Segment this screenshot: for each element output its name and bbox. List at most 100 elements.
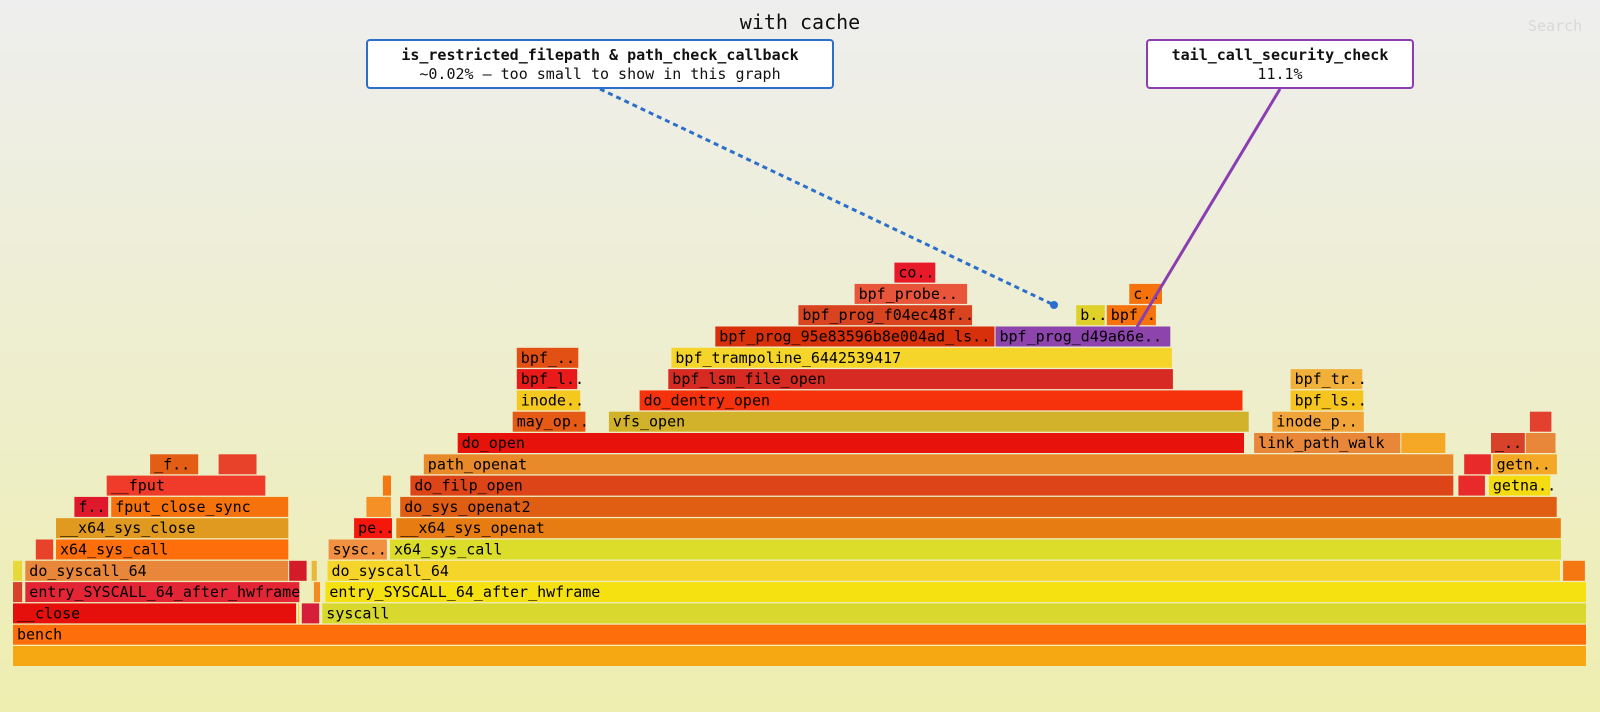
flame-frame-label: bpf_prog_95e83596b8e004ad_ls.. — [719, 328, 990, 346]
flame-frame-label: do_open — [462, 434, 525, 452]
flame-frame-label: link_path_walk — [1258, 434, 1384, 452]
flame-frame[interactable]: path_openat — [423, 454, 1454, 475]
flame-frame-label: entry_SYSCALL_64_after_hwframe — [329, 583, 600, 601]
flame-frame[interactable]: inode.. — [516, 390, 584, 411]
flame-frame-label: bpf_prog_d49a66e.. — [1000, 328, 1163, 346]
flame-frame[interactable]: do_syscall_64 — [327, 560, 1561, 581]
flame-frame[interactable]: entry_SYSCALL_64_after_hwframe — [325, 582, 1586, 603]
flame-frame[interactable] — [13, 582, 23, 603]
flame-frame-label: do_sys_openat2 — [404, 498, 530, 516]
flame-frame[interactable]: x64_sys_call — [56, 539, 289, 560]
flame-frame[interactable] — [298, 603, 300, 624]
flame-frame[interactable]: __fput — [106, 475, 266, 496]
flame-frame[interactable]: bench — [13, 624, 1586, 645]
flame-frame[interactable]: do_syscall_64 — [25, 560, 289, 581]
flame-frame[interactable] — [311, 560, 317, 581]
flame-frame[interactable]: bpf_prog_f04ec48f.. — [798, 305, 974, 326]
flame-frame-label: _.. — [1495, 434, 1522, 452]
flame-frame-rect — [218, 454, 257, 475]
flame-frame[interactable]: bpf_ls.. — [1290, 390, 1367, 411]
flame-frame-label: __x64_sys_close — [60, 519, 195, 537]
flame-frame-rect — [56, 539, 289, 560]
flame-frame[interactable]: pe.. — [354, 518, 394, 539]
flame-frame-rect — [25, 560, 289, 581]
flame-frame[interactable] — [35, 539, 54, 560]
flame-frame-rect — [1458, 475, 1485, 496]
flame-frame[interactable]: bpf_probe.. — [854, 283, 968, 304]
flame-frame[interactable]: f.. — [74, 496, 109, 517]
flame-frame[interactable]: x64_sys_call — [390, 539, 1561, 560]
flame-frame-rect — [400, 496, 1557, 517]
flame-frame-rect — [516, 347, 579, 368]
flame-frame[interactable] — [1464, 454, 1491, 475]
flame-frame[interactable]: sysc.. — [328, 539, 387, 560]
flame-frame[interactable]: bpf_lsm_file_open — [668, 369, 1173, 390]
flame-frame[interactable]: _f.. — [150, 454, 199, 475]
flame-frame[interactable]: syscall — [322, 603, 1586, 624]
flame-frame-label: vfs_open — [613, 413, 685, 431]
flame-frame-label: syscall — [326, 604, 389, 622]
flame-frame-rect — [1076, 305, 1105, 326]
flame-frame[interactable] — [1563, 560, 1585, 581]
flame-frame-label: bpf_probe.. — [859, 285, 958, 303]
flame-frame[interactable] — [1529, 411, 1552, 432]
flame-frame[interactable] — [382, 475, 391, 496]
flame-frame[interactable] — [13, 560, 23, 581]
flame-frame[interactable] — [289, 560, 307, 581]
flame-frame-label: b.. — [1080, 306, 1107, 324]
flame-frame[interactable]: may_op.. — [512, 411, 589, 432]
flame-frame[interactable]: bpf.. — [1106, 305, 1156, 326]
flame-frame[interactable]: bpf_.. — [516, 347, 579, 368]
flame-frame[interactable]: b.. — [1076, 305, 1107, 326]
flame-frame-rect — [1563, 560, 1585, 581]
flame-frame[interactable]: __x64_sys_close — [56, 518, 289, 539]
callout-title: is_restricted_filepath & path_check_call… — [401, 46, 799, 64]
flame-frame[interactable] — [366, 496, 391, 517]
flame-frame[interactable]: co.. — [894, 262, 936, 283]
flame-frame[interactable] — [301, 603, 320, 624]
flame-frame[interactable]: _.. — [1491, 433, 1525, 453]
flame-frame[interactable]: entry_SYSCALL_64_after_hwframe — [25, 582, 300, 603]
flame-frame-label: may_op.. — [517, 413, 589, 431]
flame-frame[interactable]: getn.. — [1492, 454, 1557, 475]
flame-frame-label: inode_p.. — [1276, 413, 1357, 431]
flame-frame-rect — [311, 560, 317, 581]
flame-frame[interactable] — [1401, 433, 1446, 453]
flame-frame-rect — [410, 475, 1454, 496]
flame-frame[interactable]: inode_p.. — [1272, 411, 1364, 432]
flame-frame-label: fput_close_sync — [115, 498, 250, 516]
flame-frame[interactable]: __close — [13, 603, 297, 624]
flame-frame[interactable] — [1458, 475, 1485, 496]
flame-frame-rect — [671, 347, 1172, 368]
flame-frame[interactable] — [1525, 433, 1556, 453]
flame-frame-rect — [512, 411, 586, 432]
flame-frame[interactable] — [218, 454, 257, 475]
flame-frame[interactable]: do_open — [457, 433, 1244, 453]
search-button[interactable]: Search — [1528, 17, 1583, 35]
flame-frame-rect — [1290, 390, 1364, 411]
flame-frame[interactable]: bpf_prog_d49a66e.. — [995, 326, 1171, 347]
flame-frame[interactable]: bpf_tr.. — [1290, 369, 1367, 390]
flame-frame[interactable]: bpf_prog_95e83596b8e004ad_ls.. — [715, 326, 995, 347]
flame-frame[interactable]: do_sys_openat2 — [400, 496, 1557, 517]
flame-frame[interactable] — [13, 646, 1586, 666]
flame-frame[interactable]: fput_close_sync — [111, 496, 289, 517]
flame-frame[interactable]: link_path_walk — [1254, 433, 1401, 453]
flame-frame[interactable] — [313, 582, 320, 603]
flame-frame-rect — [1491, 433, 1525, 453]
flame-frame[interactable]: __x64_sys_openat — [396, 518, 1561, 539]
flame-frame[interactable]: getna.. — [1488, 475, 1556, 496]
flame-frame-rect — [13, 624, 1586, 645]
flame-frame-rect — [516, 369, 578, 390]
flame-frame[interactable]: bpf_l.. — [516, 369, 584, 390]
flame-frame-label: bpf_prog_f04ec48f.. — [802, 306, 974, 324]
flame-frame-label: x64_sys_call — [60, 541, 168, 559]
flame-frame-label: bpf.. — [1111, 306, 1156, 324]
flame-frame[interactable]: do_dentry_open — [639, 390, 1243, 411]
flame-frame[interactable]: do_filp_open — [410, 475, 1454, 496]
flame-frame-label: __fput — [111, 477, 165, 495]
flame-frame[interactable]: vfs_open — [608, 411, 1249, 432]
flame-frame-label: __close — [17, 604, 80, 622]
flame-frame[interactable]: bpf_trampoline_6442539417 — [671, 347, 1172, 368]
